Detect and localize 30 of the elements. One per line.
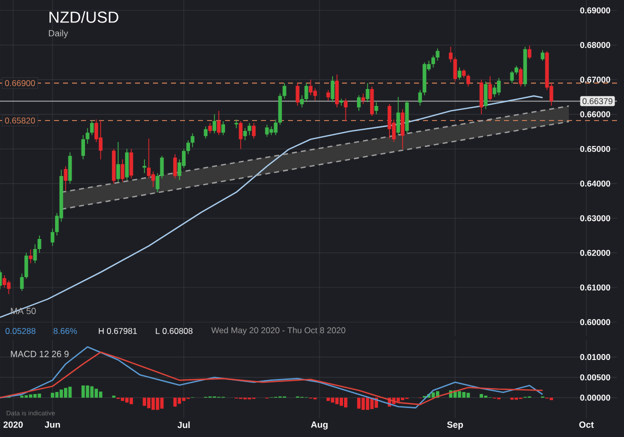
y-tick-label: 0.65000 <box>580 146 610 152</box>
x-tick-label: Jun <box>44 422 60 428</box>
y-tick-label: 0.00000 <box>580 394 610 401</box>
annotation: 0.05288 <box>6 328 36 334</box>
x-tick-label: Oct <box>579 422 594 428</box>
y-tick-label: 0.62000 <box>580 250 610 256</box>
text: Daily <box>48 30 68 38</box>
y-tick-label: 0.64000 <box>580 180 610 187</box>
y-tick-label: 0.69000 <box>580 7 610 14</box>
x-tick-label: Sep <box>447 422 463 430</box>
ref-line-label: 0.65820 <box>5 118 35 124</box>
annotation: 8.66% <box>54 328 77 334</box>
ref-line-label: 0.66379 <box>582 98 612 104</box>
annotation: Wed May 20 2020 - Thu Oct 8 2020 <box>211 327 346 335</box>
x-tick-label: Aug <box>310 422 328 430</box>
y-tick-label: 0.67000 <box>580 76 610 83</box>
y-tick-label: 0.63000 <box>580 215 610 222</box>
y-tick-label: 0.00500 <box>580 374 610 380</box>
x-tick-label: Jul <box>177 422 190 428</box>
y-tick-label: 0.66000 <box>580 111 610 118</box>
y-tick-label: 0.61000 <box>580 284 610 290</box>
text: NZD/USD <box>50 11 118 23</box>
y-tick-label: 0.60000 <box>580 319 610 326</box>
annotation: MACD 12 26 9 <box>10 350 69 358</box>
annotation: L 0.60808 <box>156 328 192 334</box>
y-tick-label: 0.01000 <box>580 354 610 360</box>
y-tick-label: 0.68000 <box>580 42 610 48</box>
x-tick-label: 2020 <box>3 422 23 428</box>
ref-line-label: 0.66900 <box>5 80 35 86</box>
annotation: H 0.67981 <box>98 328 137 334</box>
